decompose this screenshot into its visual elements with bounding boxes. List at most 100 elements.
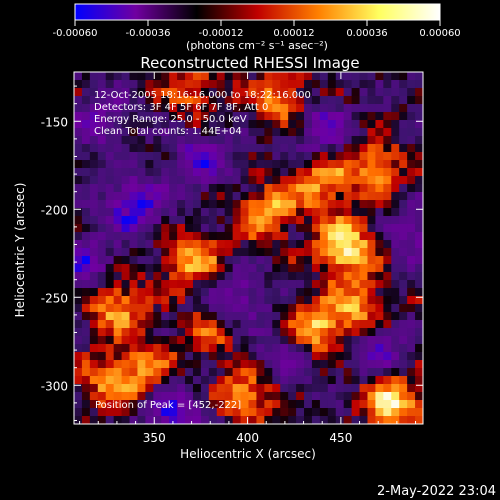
heatmap-cell bbox=[105, 72, 115, 81]
heatmap-cell bbox=[311, 184, 321, 193]
heatmap-cell bbox=[113, 128, 123, 137]
heatmap-cell bbox=[367, 280, 377, 289]
heatmap-cell bbox=[81, 224, 91, 233]
heatmap-cell bbox=[319, 400, 329, 409]
heatmap-cell bbox=[74, 152, 83, 161]
heatmap-cell bbox=[200, 136, 210, 145]
heatmap-cell bbox=[280, 216, 289, 225]
heatmap-cell bbox=[121, 408, 131, 417]
heatmap-cell bbox=[177, 408, 186, 417]
heatmap-cell bbox=[137, 104, 146, 113]
heatmap-cell bbox=[240, 176, 250, 185]
heatmap-cell bbox=[272, 232, 281, 241]
heatmap-cell bbox=[375, 304, 384, 313]
heatmap-cell bbox=[161, 128, 170, 137]
heatmap-cell bbox=[113, 88, 123, 97]
heatmap-cell bbox=[335, 168, 345, 177]
heatmap-cell bbox=[327, 232, 337, 241]
heatmap-cell bbox=[224, 120, 234, 129]
heatmap-cell bbox=[177, 392, 186, 401]
heatmap-cell bbox=[224, 400, 234, 409]
heatmap-cell bbox=[296, 416, 305, 424]
heatmap-cell bbox=[256, 400, 265, 409]
heatmap-cell bbox=[391, 144, 400, 153]
heatmap-cell bbox=[415, 408, 423, 417]
heatmap-cell bbox=[113, 384, 123, 393]
heatmap-cell bbox=[264, 264, 273, 273]
heatmap-cell bbox=[153, 264, 162, 273]
heatmap-cell bbox=[240, 208, 250, 217]
heatmap-cell bbox=[335, 216, 345, 225]
heatmap-cell bbox=[248, 312, 258, 321]
heatmap-cell bbox=[248, 192, 258, 201]
heatmap-cell bbox=[200, 336, 210, 345]
heatmap-cell bbox=[97, 288, 107, 297]
heatmap-cell bbox=[327, 80, 337, 89]
heatmap-cell bbox=[232, 232, 242, 241]
heatmap-cell bbox=[248, 208, 258, 217]
heatmap-cell bbox=[232, 392, 242, 401]
heatmap-cell bbox=[351, 104, 361, 113]
heatmap-cell bbox=[208, 384, 218, 393]
heatmap-cell bbox=[224, 168, 234, 177]
heatmap-cell bbox=[375, 312, 384, 321]
heatmap-cell bbox=[272, 368, 281, 377]
heatmap-cell bbox=[327, 160, 337, 169]
heatmap-cell bbox=[399, 304, 408, 313]
heatmap-cell bbox=[200, 248, 210, 257]
heatmap-cell bbox=[327, 240, 337, 249]
heatmap-cell bbox=[200, 376, 210, 385]
heatmap-cell bbox=[89, 272, 99, 281]
heatmap-cell bbox=[335, 240, 345, 249]
heatmap-cell bbox=[280, 208, 289, 217]
heatmap-cell bbox=[391, 344, 400, 353]
heatmap-cell bbox=[216, 240, 226, 249]
heatmap-cell bbox=[97, 152, 107, 161]
heatmap-cell bbox=[216, 120, 226, 129]
heatmap-cell bbox=[359, 80, 369, 89]
heatmap-cell bbox=[280, 168, 289, 177]
heatmap-cell bbox=[288, 184, 297, 193]
heatmap-cell bbox=[248, 176, 258, 185]
heatmap-cell bbox=[121, 136, 131, 145]
heatmap-cell bbox=[89, 120, 99, 129]
heatmap-cell bbox=[383, 264, 392, 273]
heatmap-cell bbox=[367, 304, 377, 313]
heatmap-cell bbox=[407, 216, 416, 225]
heatmap-cell bbox=[74, 192, 83, 201]
heatmap-cell bbox=[208, 128, 218, 137]
heatmap-cell bbox=[192, 256, 202, 265]
heatmap-cell bbox=[208, 88, 218, 97]
heatmap-cell bbox=[383, 384, 392, 393]
heatmap-cell bbox=[169, 336, 178, 345]
heatmap-cell bbox=[256, 80, 265, 89]
heatmap-cell bbox=[240, 192, 250, 201]
heatmap-cell bbox=[192, 368, 202, 377]
heatmap-cell bbox=[304, 72, 313, 81]
heatmap-cell bbox=[216, 200, 226, 209]
heatmap-cell bbox=[296, 320, 305, 329]
heatmap-cell bbox=[407, 264, 416, 273]
heatmap-cell bbox=[375, 264, 384, 273]
heatmap-cell bbox=[169, 352, 178, 361]
heatmap-cell bbox=[216, 264, 226, 273]
heatmap-cell bbox=[335, 80, 345, 89]
heatmap-cell bbox=[192, 192, 202, 201]
heatmap-cell bbox=[359, 88, 369, 97]
heatmap-cell bbox=[335, 312, 345, 321]
heatmap-cell bbox=[97, 408, 107, 417]
heatmap-cell bbox=[89, 320, 99, 329]
heatmap-cell bbox=[367, 224, 377, 233]
heatmap-cell bbox=[367, 232, 377, 241]
heatmap-cell bbox=[89, 112, 99, 121]
heatmap-cell bbox=[232, 320, 242, 329]
heatmap-cell bbox=[129, 192, 139, 201]
heatmap-cell bbox=[343, 312, 353, 321]
heatmap-cell bbox=[145, 392, 154, 401]
heatmap-cell bbox=[296, 200, 305, 209]
heatmap-cell bbox=[192, 400, 202, 409]
heatmap-cell bbox=[81, 256, 91, 265]
heatmap-cell bbox=[359, 144, 369, 153]
heatmap-cell bbox=[272, 208, 281, 217]
heatmap-cell bbox=[319, 144, 329, 153]
